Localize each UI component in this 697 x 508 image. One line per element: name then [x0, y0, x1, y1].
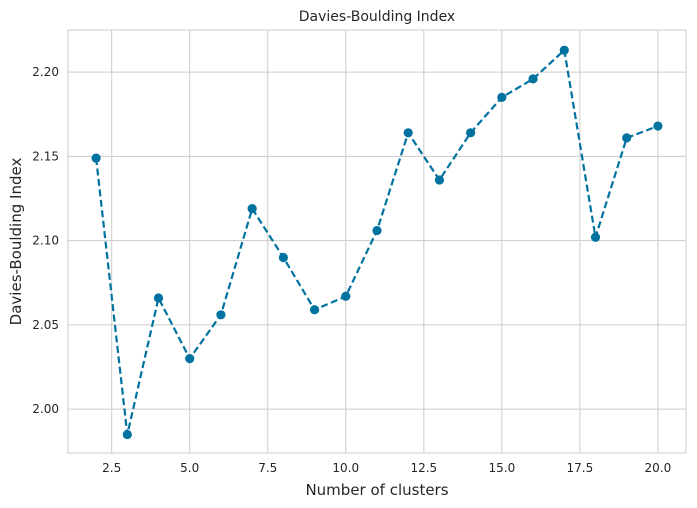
x-tick-label: 15.0	[488, 461, 515, 475]
x-tick-label: 17.5	[567, 461, 594, 475]
x-tick-label: 12.5	[410, 461, 437, 475]
plot-area	[67, 29, 687, 454]
data-point	[153, 293, 164, 303]
data-point	[590, 232, 601, 242]
y-tick-label: 2.10	[32, 234, 59, 248]
data-point	[497, 92, 507, 103]
data-point	[466, 128, 476, 138]
data-point	[372, 225, 382, 236]
x-tick-label: 10.0	[332, 461, 359, 475]
y-tick-label: 2.00	[32, 402, 59, 416]
x-axis-label: Number of clusters	[305, 481, 448, 499]
x-tick-label: 5.0	[180, 461, 199, 475]
y-axis-label: Davies-Boulding Index	[7, 158, 25, 326]
data-point	[559, 45, 569, 55]
data-point	[91, 153, 101, 163]
chart-title: Davies-Boulding Index	[299, 9, 455, 25]
data-point	[403, 128, 413, 138]
data-point	[434, 175, 445, 185]
x-tick-labels: 2.5 5.0 7.5 10.0 12.5 15.0 17.5 20.0	[102, 461, 671, 475]
data-point	[341, 291, 351, 301]
data-point	[653, 121, 663, 131]
data-point	[216, 310, 226, 320]
y-tick-label: 2.15	[32, 149, 59, 163]
data-point	[247, 204, 257, 214]
data-point	[528, 74, 538, 84]
data-point	[309, 305, 320, 315]
data-point	[622, 133, 632, 143]
data-point	[185, 354, 195, 364]
data-points	[91, 45, 663, 440]
x-tick-label: 20.0	[645, 461, 672, 475]
y-tick-label: 2.05	[32, 318, 59, 332]
data-point	[278, 252, 288, 263]
x-tick-label: 7.5	[258, 461, 277, 475]
y-tick-labels: 2.00 2.05 2.10 2.15 2.20	[32, 65, 59, 416]
y-tick-label: 2.20	[32, 65, 59, 79]
x-tick-label: 2.5	[102, 461, 121, 475]
data-point	[122, 429, 132, 440]
